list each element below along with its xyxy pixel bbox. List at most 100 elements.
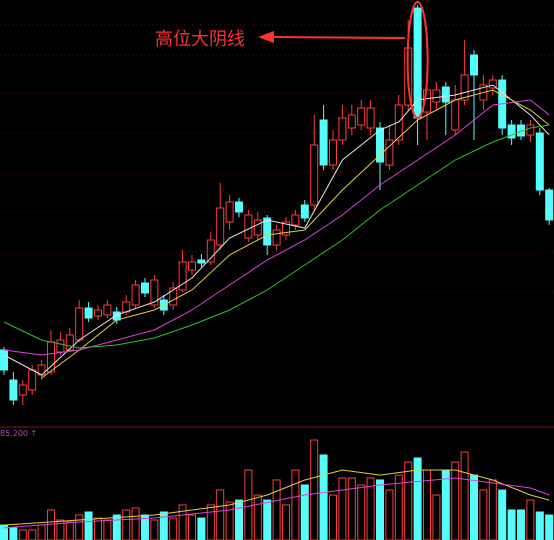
volume-bar — [347, 477, 356, 540]
candle-body — [432, 89, 441, 103]
candle-body — [272, 229, 281, 246]
candle-body — [526, 124, 535, 136]
volume-bar — [488, 479, 497, 540]
candle-body — [150, 279, 159, 306]
candle-body — [216, 207, 225, 246]
candle-body — [94, 309, 102, 317]
candle-body — [75, 307, 84, 341]
volume-bar — [338, 477, 347, 540]
volume-bar — [385, 489, 394, 540]
volume-bar — [451, 461, 460, 540]
volume-bar — [235, 499, 243, 540]
volume-bar — [404, 461, 413, 540]
candle-body — [9, 379, 18, 401]
volume-bar — [263, 499, 272, 540]
candle-body — [253, 219, 262, 236]
volume-bar — [319, 454, 328, 540]
candle-body — [0, 349, 8, 371]
candle-body — [84, 307, 93, 319]
candle-body — [169, 287, 178, 306]
candle-body — [282, 221, 290, 236]
candle-body — [141, 282, 149, 294]
volume-bar — [84, 511, 93, 540]
volume-bar — [498, 489, 507, 540]
candle-body — [18, 384, 27, 396]
volume-bar — [28, 529, 37, 540]
volume-bar — [366, 477, 375, 540]
volume-bar — [470, 474, 478, 540]
volume-bar — [37, 524, 46, 540]
ma-line — [41, 89, 550, 379]
volume-bar — [517, 509, 525, 540]
candle-body — [470, 54, 478, 76]
volume-bar — [413, 457, 422, 540]
volume-bar — [169, 517, 178, 540]
volume-bar — [329, 494, 337, 540]
candle-body — [357, 107, 366, 126]
annotation-arrow — [271, 36, 406, 39]
candle-body — [507, 124, 516, 139]
volume-bar — [507, 509, 516, 540]
volume-bar — [310, 439, 319, 540]
candle-body — [347, 114, 356, 129]
candle-body — [178, 261, 187, 291]
volume-bar — [141, 514, 149, 540]
candle-body — [488, 79, 497, 89]
candle-body — [235, 201, 243, 213]
volume-bar — [103, 519, 112, 540]
candle-body — [103, 304, 112, 316]
candle-body — [65, 334, 74, 351]
arrow-head — [258, 31, 274, 43]
annotation: 高位大阴线 — [155, 29, 245, 50]
volume-bar — [18, 529, 27, 540]
volume-bar — [122, 509, 131, 540]
candle-body — [197, 259, 206, 264]
volume-bar — [188, 514, 196, 540]
candle-body — [545, 189, 554, 221]
ma-line — [3, 84, 550, 376]
volume-bar — [225, 501, 234, 540]
volume-bar — [479, 489, 488, 540]
candle-body — [310, 144, 319, 206]
candle-body — [329, 139, 337, 166]
volume-bar — [9, 527, 18, 540]
volume-bar — [178, 504, 187, 540]
volume-bar — [394, 474, 403, 540]
volume-bar — [131, 507, 140, 540]
candle-body — [225, 201, 234, 223]
volume-bar — [197, 517, 206, 540]
candle-body — [535, 132, 544, 191]
volume-bar — [526, 499, 535, 540]
volume-bar — [159, 511, 168, 540]
candle-body — [413, 7, 422, 119]
ma-line — [3, 124, 550, 349]
volume-bar — [216, 489, 225, 540]
volume-bar — [272, 479, 281, 540]
highlight-ellipse — [406, 1, 429, 119]
ma-line — [3, 469, 550, 526]
candle-body — [56, 339, 65, 353]
candle-body — [112, 311, 121, 321]
volume-bar — [206, 504, 215, 540]
volume-bar — [253, 494, 262, 540]
candle-body — [451, 99, 460, 131]
candle-body — [300, 204, 309, 219]
volume-bar — [441, 469, 450, 540]
y-tick-label: 85.200 ↑ — [0, 429, 37, 438]
volume-bar — [244, 469, 253, 540]
candle-body — [385, 139, 394, 166]
candle-body — [291, 214, 300, 226]
candle-body — [338, 117, 347, 141]
grid — [0, 24, 554, 428]
volume-bar — [150, 519, 159, 540]
candle-body — [28, 369, 37, 391]
volume-bar — [47, 509, 55, 540]
volume-bar — [432, 494, 441, 540]
volume-bar — [535, 511, 544, 540]
candle-body — [131, 284, 140, 306]
volume-bar — [291, 469, 300, 540]
candle-body — [244, 214, 253, 239]
candle-body — [376, 127, 384, 163]
volume-bar — [545, 514, 554, 540]
